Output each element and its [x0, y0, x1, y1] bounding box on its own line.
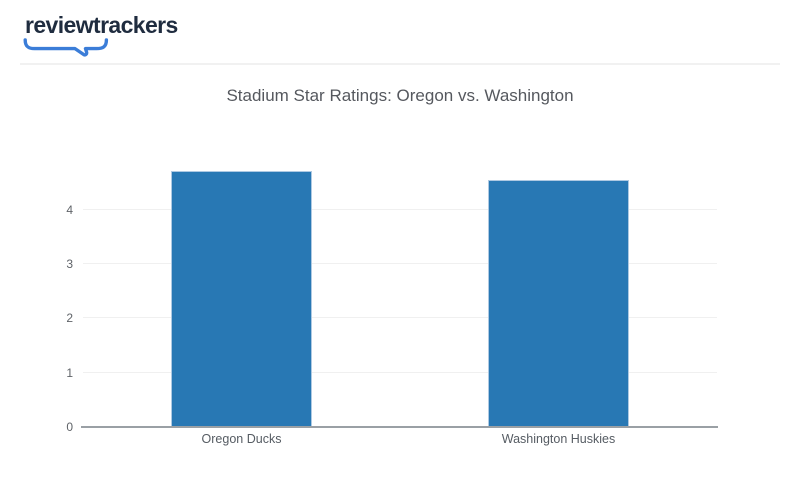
logo-speech-bubble-bracket-icon: [23, 38, 109, 57]
y-tick-label-2: 2: [66, 311, 73, 326]
gridline-4: [83, 208, 717, 210]
bracket-path: [23, 38, 109, 57]
x-axis-line: [81, 426, 718, 428]
gridline-1: [83, 371, 717, 373]
bar-washington-huskies[interactable]: [488, 179, 629, 427]
reviewtrackers-logo[interactable]: reviewtrackers: [23, 12, 178, 57]
y-tick-label-4: 4: [66, 202, 73, 217]
chart-title: Stadium Star Ratings: Oregon vs. Washing…: [226, 86, 574, 105]
gridline-3: [83, 262, 717, 264]
y-tick-label-0: 0: [66, 420, 73, 434]
y-tick-label-3: 3: [66, 256, 73, 271]
logo-text: reviewtrackers: [25, 12, 178, 38]
header-divider: [20, 63, 780, 65]
x-category-label-washington-huskies: Washington Huskies: [501, 432, 616, 446]
gridline-2: [83, 317, 717, 319]
x-category-label-oregon-ducks: Oregon Ducks: [201, 432, 282, 446]
bar-oregon-ducks[interactable]: [171, 171, 312, 427]
plot-area: [83, 166, 717, 427]
y-tick-label-1: 1: [66, 365, 73, 380]
y-axis-labels: 0 1 2 3 4: [40, 166, 78, 435]
x-axis-labels: Oregon Ducks Washington Huskies: [83, 432, 717, 450]
